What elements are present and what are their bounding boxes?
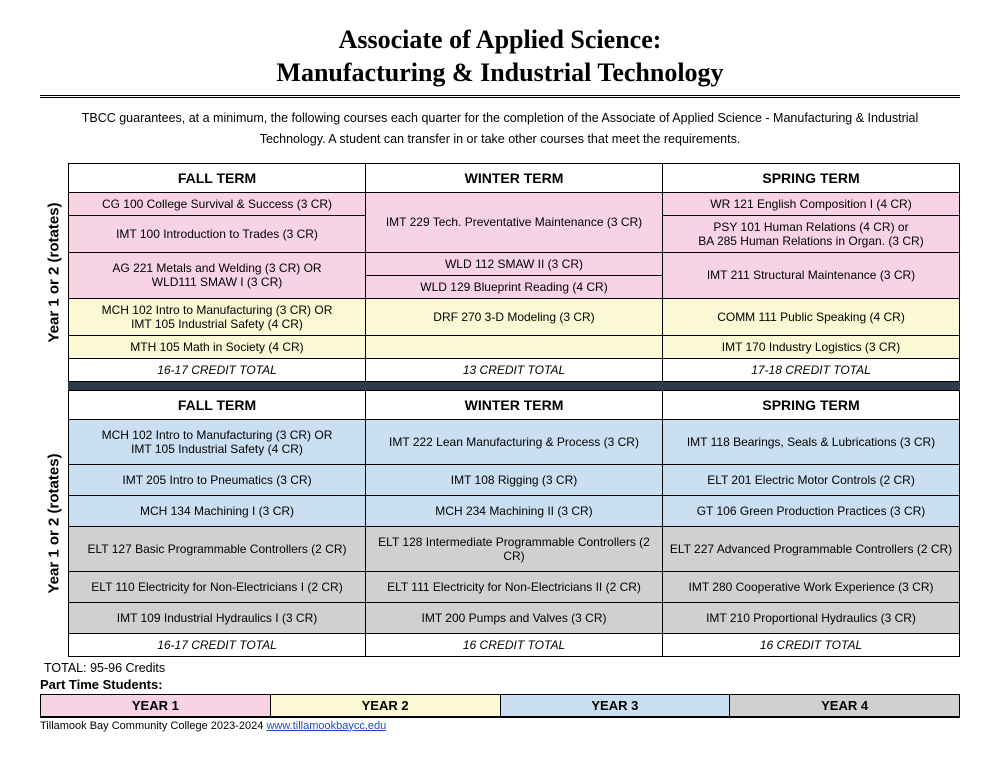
term-header-fall: FALL TERM	[69, 163, 366, 192]
course-cell: ELT 127 Basic Programmable Controllers (…	[69, 526, 366, 571]
course-grid-bottom: FALL TERM WINTER TERM SPRING TERM MCH 10…	[68, 390, 960, 657]
course-cell: IMT 118 Bearings, Seals & Lubrications (…	[663, 419, 960, 464]
course-cell: IMT 100 Introduction to Trades (3 CR)	[69, 215, 366, 252]
legend-row: YEAR 1YEAR 2YEAR 3YEAR 4	[41, 694, 960, 716]
course-cell: WLD 129 Blueprint Reading (4 CR)	[366, 275, 663, 298]
course-cell: AG 221 Metals and Welding (3 CR) ORWLD11…	[69, 252, 366, 298]
credit-winter: 13 CREDIT TOTAL	[366, 358, 663, 381]
course-cell: WR 121 English Composition I (4 CR)	[663, 192, 960, 215]
course-cell: IMT 205 Intro to Pneumatics (3 CR)	[69, 464, 366, 495]
credit-row-bottom: 16-17 CREDIT TOTAL 16 CREDIT TOTAL 16 CR…	[69, 633, 960, 656]
term-header-winter: WINTER TERM	[366, 390, 663, 419]
table-row: IMT 205 Intro to Pneumatics (3 CR)IMT 10…	[69, 464, 960, 495]
term-header-fall: FALL TERM	[69, 390, 366, 419]
table-row: MCH 102 Intro to Manufacturing (3 CR) OR…	[69, 419, 960, 464]
footer-text: Tillamook Bay Community College 2023-202…	[40, 720, 266, 732]
course-cell: MTH 105 Math in Society (4 CR)	[69, 335, 366, 358]
course-cell: ELT 110 Electricity for Non-Electricians…	[69, 571, 366, 602]
table-row: MCH 134 Machining I (3 CR)MCH 234 Machin…	[69, 495, 960, 526]
course-cell: ELT 227 Advanced Programmable Controller…	[663, 526, 960, 571]
term-header-row: FALL TERM WINTER TERM SPRING TERM	[69, 390, 960, 419]
course-cell: IMT 210 Proportional Hydraulics (3 CR)	[663, 602, 960, 633]
course-cell: IMT 229 Tech. Preventative Maintenance (…	[366, 192, 663, 252]
legend-cell: YEAR 4	[730, 694, 960, 716]
course-cell: IMT 222 Lean Manufacturing & Process (3 …	[366, 419, 663, 464]
course-cell: IMT 211 Structural Maintenance (3 CR)	[663, 252, 960, 298]
year-label-top: Year 1 or 2 (rotates)	[40, 163, 68, 382]
course-cell: ELT 111 Electricity for Non-Electricians…	[366, 571, 663, 602]
year-label-bottom: Year 1 or 2 (rotates)	[40, 390, 68, 657]
legend-cell: YEAR 2	[270, 694, 500, 716]
block-divider	[68, 382, 960, 390]
table-row: ELT 127 Basic Programmable Controllers (…	[69, 526, 960, 571]
credit-row-top: 16-17 CREDIT TOTAL 13 CREDIT TOTAL 17-18…	[69, 358, 960, 381]
table-row: MTH 105 Math in Society (4 CR) IMT 170 In…	[69, 335, 960, 358]
legend-cell: YEAR 3	[500, 694, 730, 716]
course-cell: GT 106 Green Production Practices (3 CR)	[663, 495, 960, 526]
course-cell: MCH 102 Intro to Manufacturing (3 CR) OR…	[69, 298, 366, 335]
course-cell: WLD 112 SMAW II (3 CR)	[366, 252, 663, 275]
course-cell: IMT 108 Rigging (3 CR)	[366, 464, 663, 495]
course-cell: COMM 111 Public Speaking (4 CR)	[663, 298, 960, 335]
term-header-spring: SPRING TERM	[663, 390, 960, 419]
page-title: Associate of Applied Science: Manufactur…	[40, 24, 960, 89]
table-row: CG 100 College Survival & Success (3 CR)…	[69, 192, 960, 215]
course-cell: MCH 234 Machining II (3 CR)	[366, 495, 663, 526]
table-row: IMT 109 Industrial Hydraulics I (3 CR)IM…	[69, 602, 960, 633]
course-cell: ELT 128 Intermediate Programmable Contro…	[366, 526, 663, 571]
course-cell: IMT 200 Pumps and Valves (3 CR)	[366, 602, 663, 633]
course-cell: MCH 134 Machining I (3 CR)	[69, 495, 366, 526]
part-time-label: Part Time Students:	[40, 677, 960, 692]
course-cell: MCH 102 Intro to Manufacturing (3 CR) OR…	[69, 419, 366, 464]
term-header-spring: SPRING TERM	[663, 163, 960, 192]
credit-spring: 17-18 CREDIT TOTAL	[663, 358, 960, 381]
table-row: AG 221 Metals and Welding (3 CR) ORWLD11…	[69, 252, 960, 275]
course-cell: IMT 109 Industrial Hydraulics I (3 CR)	[69, 602, 366, 633]
course-grid-top: FALL TERM WINTER TERM SPRING TERM CG 100…	[68, 163, 960, 382]
title-rule	[40, 95, 960, 98]
intro-text: TBCC guarantees, at a minimum, the follo…	[50, 108, 950, 151]
course-cell	[366, 335, 663, 358]
course-cell: DRF 270 3-D Modeling (3 CR)	[366, 298, 663, 335]
credit-spring: 16 CREDIT TOTAL	[663, 633, 960, 656]
course-cell: CG 100 College Survival & Success (3 CR)	[69, 192, 366, 215]
course-cell: IMT 280 Cooperative Work Experience (3 C…	[663, 571, 960, 602]
title-line2: Manufacturing & Industrial Technology	[276, 58, 723, 87]
course-cell: ELT 201 Electric Motor Controls (2 CR)	[663, 464, 960, 495]
term-header-row: FALL TERM WINTER TERM SPRING TERM	[69, 163, 960, 192]
footer-link[interactable]: www.tillamookbaycc.edu	[266, 720, 386, 732]
year-block-bottom: Year 1 or 2 (rotates) FALL TERM WINTER T…	[40, 390, 960, 657]
total-credits: TOTAL: 95-96 Credits	[44, 661, 960, 675]
credit-fall: 16-17 CREDIT TOTAL	[69, 633, 366, 656]
year-legend: YEAR 1YEAR 2YEAR 3YEAR 4	[40, 694, 960, 717]
table-row: ELT 110 Electricity for Non-Electricians…	[69, 571, 960, 602]
course-cell: PSY 101 Human Relations (4 CR) orBA 285 …	[663, 215, 960, 252]
year-block-top: Year 1 or 2 (rotates) FALL TERM WINTER T…	[40, 163, 960, 382]
title-line1: Associate of Applied Science:	[339, 25, 662, 54]
legend-cell: YEAR 1	[41, 694, 271, 716]
term-header-winter: WINTER TERM	[366, 163, 663, 192]
course-cell: IMT 170 Industry Logistics (3 CR)	[663, 335, 960, 358]
credit-fall: 16-17 CREDIT TOTAL	[69, 358, 366, 381]
credit-winter: 16 CREDIT TOTAL	[366, 633, 663, 656]
footer: Tillamook Bay Community College 2023-202…	[40, 717, 960, 732]
